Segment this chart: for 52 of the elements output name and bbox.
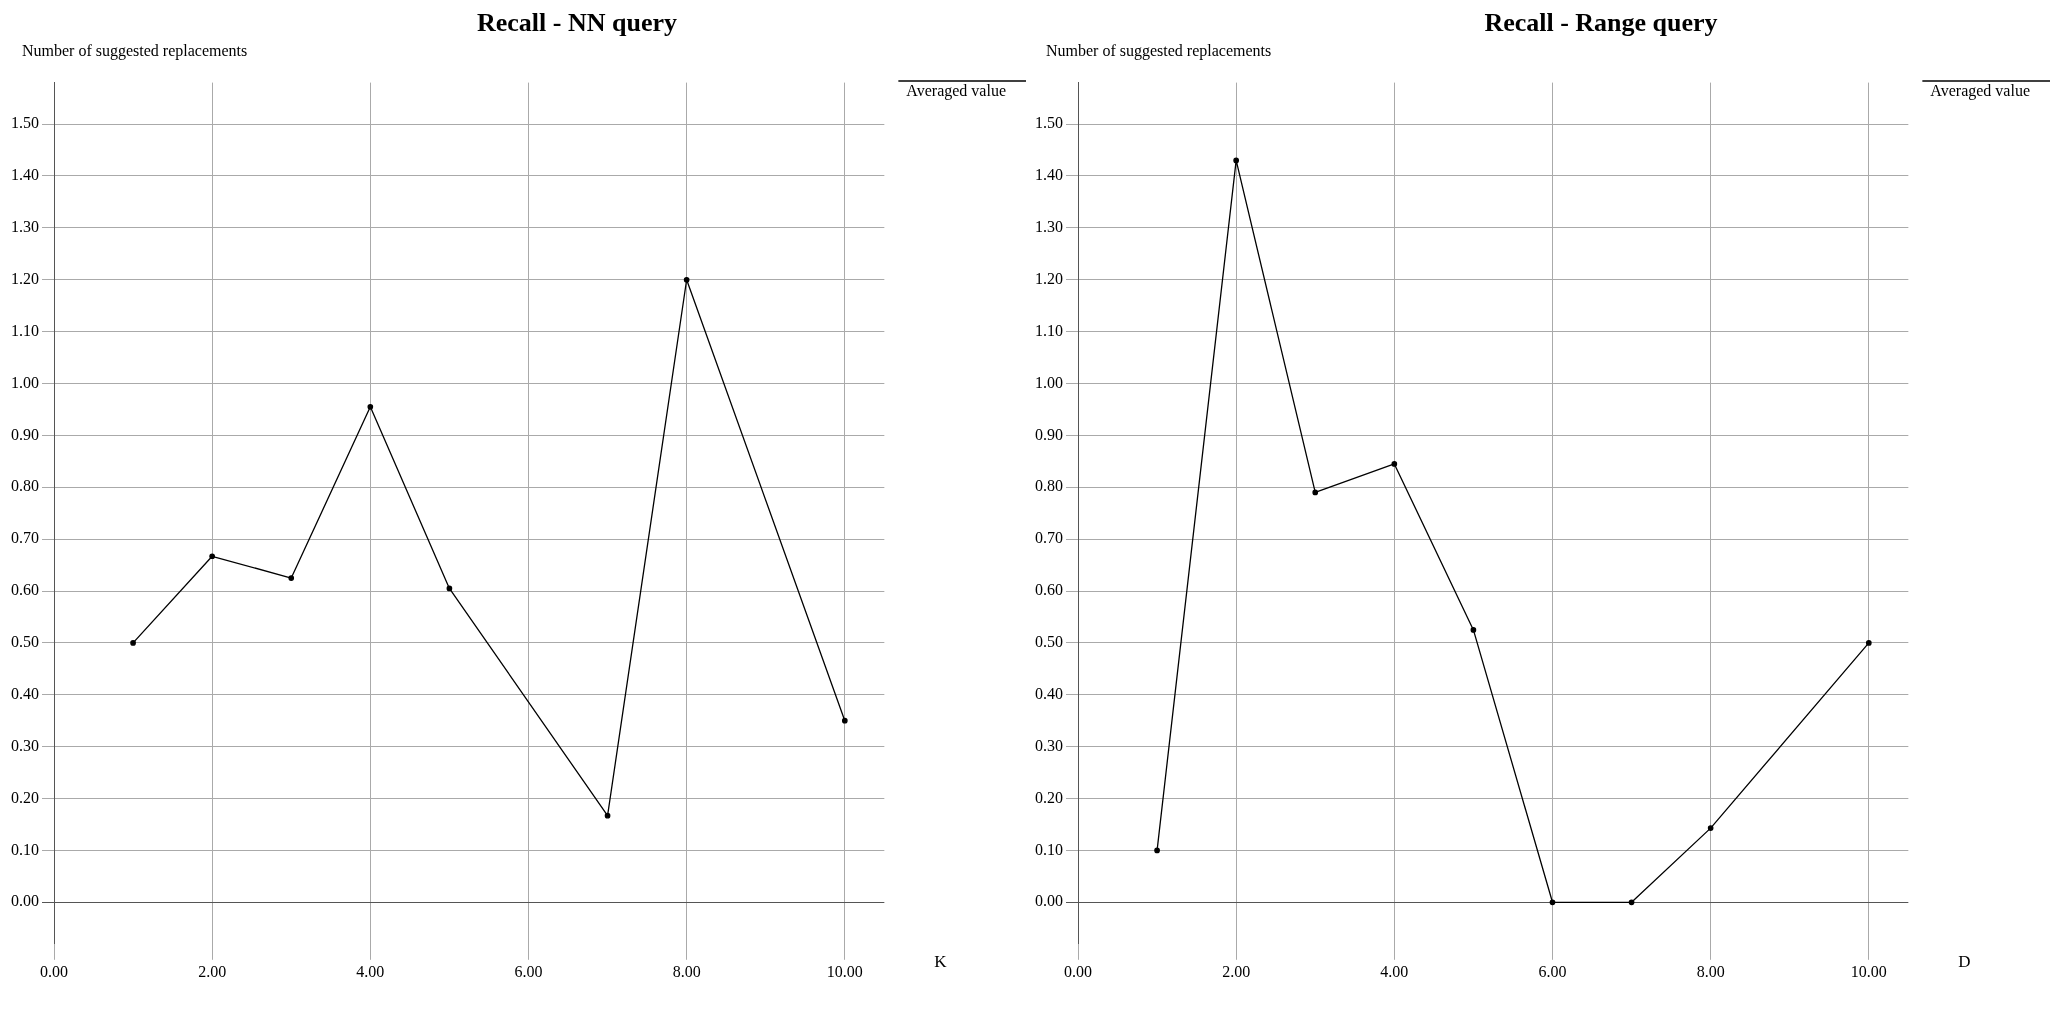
y-tick-label: 1.20 — [1035, 269, 1063, 287]
y-tick-label: 0.80 — [11, 477, 39, 495]
y-tick-label: 0.50 — [11, 633, 39, 651]
x-tick-label: 0.00 — [1064, 962, 1092, 980]
y-tick-label: 0.40 — [1035, 684, 1063, 702]
x-tick-label: 10.00 — [826, 962, 863, 980]
x-tick-label: 6.00 — [514, 962, 543, 980]
y-tick-label: 0.60 — [1035, 581, 1063, 599]
x-tick-label: 8.00 — [1696, 962, 1725, 980]
chart-title: Recall - Range query — [1483, 8, 1719, 39]
chart-title: Recall - NN query — [476, 8, 678, 39]
x-tick-label: 6.00 — [1538, 962, 1567, 980]
y-tick-label: 0.80 — [1035, 477, 1063, 495]
y-tick-label: 0.50 — [1035, 633, 1063, 651]
x-tick-label: 10.00 — [1850, 962, 1887, 980]
text: Averaged value — [1930, 82, 2031, 101]
y-tick-label: 0.10 — [11, 840, 39, 858]
y-tick-label: 0.30 — [1035, 736, 1063, 754]
x-tick-label: 2.00 — [198, 962, 227, 980]
y-tick-label: 1.40 — [11, 166, 39, 184]
y-tick-label: 0.70 — [1035, 529, 1063, 547]
text: Averaged value — [906, 82, 1007, 101]
x-tick-label: 4.00 — [1380, 962, 1409, 980]
y-axis-title: Number of suggested replacements — [1045, 42, 1273, 62]
x-axis-title: D — [1958, 952, 1971, 972]
x-tick-label: 0.00 — [40, 962, 68, 980]
y-tick-label: 0.70 — [11, 529, 39, 547]
y-tick-label: 1.10 — [1035, 321, 1063, 339]
y-tick-label: 0.30 — [11, 736, 39, 754]
y-tick-label: 0.20 — [1035, 788, 1063, 806]
y-tick-label: 1.50 — [1035, 114, 1063, 132]
y-axis-title: Number of suggested replacements — [21, 42, 249, 62]
y-tick-label: 0.40 — [11, 684, 39, 702]
y-tick-label: 1.30 — [1035, 218, 1063, 236]
y-tick-label: 1.00 — [11, 373, 39, 391]
x-tick-label: 8.00 — [672, 962, 701, 980]
y-tick-label: 1.40 — [1035, 166, 1063, 184]
x-axis-title: K — [934, 952, 948, 972]
y-tick-label: 0.60 — [11, 581, 39, 599]
y-tick-label: 0.90 — [11, 425, 39, 443]
y-tick-label: 0.00 — [11, 892, 39, 910]
x-tick-label: 2.00 — [1222, 962, 1251, 980]
y-tick-label: 1.50 — [11, 114, 39, 132]
y-tick-label: 1.10 — [11, 321, 39, 339]
y-tick-label: 0.20 — [11, 788, 39, 806]
y-tick-label: 0.10 — [1035, 840, 1063, 858]
y-tick-label: 0.00 — [1035, 892, 1063, 910]
y-tick-label: 0.90 — [1035, 425, 1063, 443]
y-tick-label: 1.00 — [1035, 373, 1063, 391]
y-tick-label: 1.30 — [11, 218, 39, 236]
x-tick-label: 4.00 — [356, 962, 385, 980]
y-tick-label: 1.20 — [11, 269, 39, 287]
